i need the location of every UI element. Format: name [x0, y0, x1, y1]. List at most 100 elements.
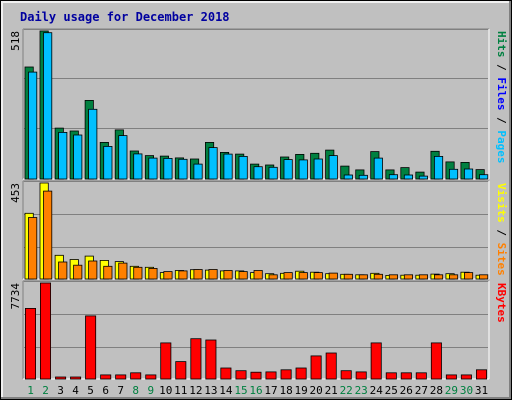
hits-files-bar-day-25 [388, 174, 398, 180]
visits-sites-bar-day-6 [103, 265, 113, 280]
hits-files-bar-day-2 [43, 32, 53, 180]
hits-files-bar-day-15 [238, 155, 248, 180]
visits-sites-bar-day-7 [118, 262, 128, 280]
x-tick-label-day-13: 13 [204, 384, 217, 397]
hits-files-bar-day-12 [193, 163, 203, 180]
x-tick-label-day-14: 14 [219, 384, 233, 397]
x-tick-label-day-1: 1 [27, 384, 34, 397]
kbytes-kbytes-bar-day-14 [220, 367, 232, 380]
hits-files-bar-day-19 [298, 159, 308, 180]
kbytes-kbytes-bar-day-30 [460, 374, 472, 380]
hits-files-bar-day-28 [433, 155, 444, 180]
kbytes-kbytes-bar-day-2 [40, 282, 52, 380]
x-tick-label-day-26: 26 [400, 384, 413, 397]
kbytes-kbytes-bar-day-26 [400, 372, 412, 380]
x-tick-label-day-6: 6 [102, 384, 109, 397]
kbytes-legend-kbytes: KBytes [495, 283, 508, 323]
kbytes-kbytes-bar-day-31 [475, 369, 487, 380]
kbytes-bars [24, 282, 487, 380]
kbytes-kbytes-bar-day-28 [430, 342, 442, 380]
hits-files-bar-day-3 [58, 131, 68, 180]
hits-files-bar-day-9 [148, 157, 158, 180]
kbytes-kbytes-bar-day-1 [24, 307, 36, 380]
visits-legend-visits: Visits [495, 183, 508, 223]
visits-sites-bar-day-24 [373, 273, 383, 280]
hits-legend-separator: / [495, 58, 508, 78]
x-tick-label-day-19: 19 [294, 384, 307, 397]
visits-sites-bar-day-16 [253, 270, 263, 280]
kbytes-kbytes-bar-day-21 [325, 352, 337, 380]
hits-files-bar-day-13 [208, 147, 218, 180]
visits-legend-separator: / [495, 223, 508, 243]
x-tick-label-day-9: 9 [147, 384, 154, 397]
x-tick-label-day-5: 5 [87, 384, 94, 397]
visits-sites-bar-day-31 [479, 274, 489, 280]
hits-files-bar-day-18 [283, 159, 293, 180]
x-tick-label-day-7: 7 [117, 384, 124, 397]
x-tick-label-day-4: 4 [72, 384, 79, 397]
kbytes-kbytes-bar-day-20 [310, 355, 322, 380]
kbytes-kbytes-bar-day-12 [190, 338, 202, 380]
visits-sites-bar-day-9 [148, 267, 158, 280]
visits-sites-bar-day-18 [283, 272, 293, 280]
visits-sites-bar-day-25 [388, 274, 398, 280]
visits-sites-bar-day-5 [88, 260, 98, 280]
x-tick-label-day-24: 24 [370, 384, 384, 397]
kbytes-kbytes-bar-day-15 [235, 370, 247, 380]
hits-files-bar-day-30 [463, 168, 474, 180]
visits-sites-bar-day-22 [343, 273, 353, 280]
hits-legend-separator: / [495, 111, 508, 131]
kbytes-kbytes-bar-day-22 [340, 370, 352, 380]
x-tick-label-day-16: 16 [249, 384, 262, 397]
chart-panels: 518 Hits / Files / Pages 453 Visits / Sites… [9, 28, 508, 380]
hits-files-bar-day-7 [118, 135, 128, 180]
x-tick-label-day-11: 11 [174, 384, 187, 397]
kbytes-kbytes-bar-day-10 [160, 342, 172, 380]
hits-files-bar-day-21 [328, 155, 338, 180]
visits-sites-bar-day-12 [193, 269, 203, 280]
visits-sites-bar-day-29 [448, 274, 459, 280]
kbytes-kbytes-bar-day-24 [370, 342, 382, 380]
x-tick-label-day-27: 27 [415, 384, 428, 397]
x-tick-label-day-18: 18 [279, 384, 292, 397]
visits-sites-bar-day-28 [433, 274, 444, 280]
kbytes-kbytes-bar-day-4 [70, 376, 82, 380]
hits-files-bar-day-5 [88, 108, 98, 180]
visits-sites-bar-day-8 [133, 266, 143, 280]
visits-sites-bar-day-15 [238, 271, 248, 280]
visits-sites-bar-day-19 [298, 272, 308, 280]
visits-sites-bar-day-30 [463, 272, 474, 280]
hits-files-bar-day-24 [373, 157, 383, 180]
kbytes-kbytes-bar-day-8 [130, 372, 142, 380]
kbytes-panel: 7734 KBytes [9, 280, 508, 380]
x-tick-label-day-8: 8 [132, 384, 139, 397]
x-tick-label-day-20: 20 [309, 384, 322, 397]
hits-files-bar-day-4 [73, 134, 83, 180]
hits-files-bar-day-11 [178, 158, 188, 180]
kbytes-plot-area [23, 281, 489, 379]
kbytes-kbytes-bar-day-13 [205, 339, 217, 380]
hits-files-bar-day-29 [448, 168, 459, 180]
visits-legend-sites: Sites [495, 243, 508, 276]
visits-sites-bar-day-2 [43, 190, 53, 280]
x-tick-label-day-31: 31 [475, 384, 488, 397]
hits-files-bar-day-17 [268, 166, 278, 180]
hits-legend-hits: Hits [495, 31, 508, 58]
kbytes-kbytes-bar-day-27 [415, 372, 427, 380]
x-tick-label-day-28: 28 [430, 384, 443, 397]
x-axis-day-labels: 1 2 3 4 5 6 7 8 9 10 11 12 13 14 15 16 17 18 19 20 21 22 23 24 2… [27, 384, 488, 397]
chart-title: Daily usage for December 2018 [20, 10, 230, 24]
hits-files-bar-day-20 [313, 158, 323, 180]
x-tick-label-day-30: 30 [460, 384, 473, 397]
hits-files-bar-day-10 [163, 157, 173, 180]
kbytes-kbytes-bar-day-19 [295, 367, 307, 380]
hits-files-bar-day-31 [479, 174, 489, 180]
visits-sites-bar-day-17 [268, 274, 278, 280]
x-tick-label-day-22: 22 [340, 384, 353, 397]
kbytes-kbytes-bar-day-7 [115, 374, 127, 380]
x-tick-label-day-25: 25 [385, 384, 398, 397]
hits-panel: 518 Hits / Files / Pages [9, 28, 508, 180]
hits-files-bar-day-14 [223, 153, 233, 180]
visits-sites-bar-day-4 [73, 264, 83, 280]
hits-files-bar-day-23 [358, 174, 368, 180]
